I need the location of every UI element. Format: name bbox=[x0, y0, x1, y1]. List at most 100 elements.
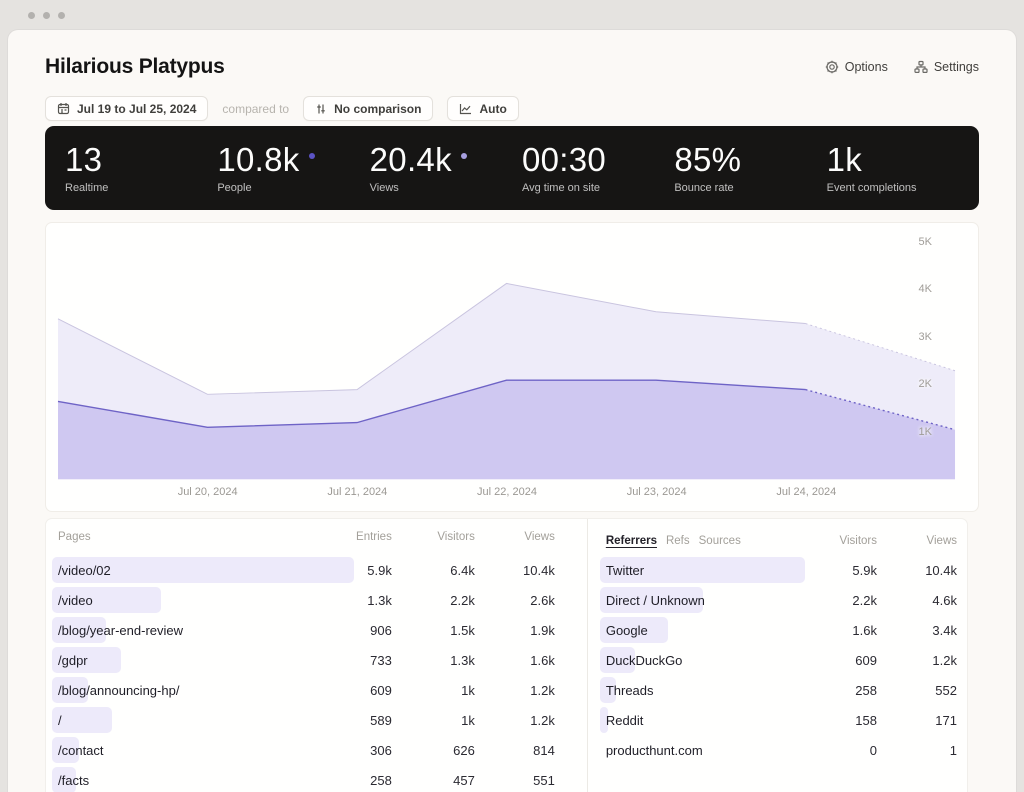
row-value-bar bbox=[52, 587, 161, 613]
visitors-line-projection bbox=[805, 388, 956, 431]
table-row[interactable]: Twitter 5.9k 10.4k bbox=[599, 555, 957, 585]
table-row[interactable]: /facts 258 457 551 bbox=[52, 765, 555, 792]
stat-label: Event completions bbox=[826, 181, 917, 194]
y-axis-label: 5K bbox=[918, 235, 932, 248]
views-value: 1 bbox=[949, 742, 957, 758]
stat-label: Realtime bbox=[65, 181, 109, 194]
visitors-value: 0 bbox=[869, 742, 877, 758]
page-label: /blog/year-end-review bbox=[58, 622, 184, 638]
row-value-bar bbox=[599, 587, 703, 613]
table-row[interactable]: /gdpr 733 1.3k 1.6k bbox=[52, 645, 555, 675]
page-label: /blog/announcing-hp/ bbox=[58, 682, 180, 698]
window-dot bbox=[28, 11, 35, 19]
row-value-bar bbox=[52, 767, 76, 792]
entries-value: 5.9k bbox=[367, 562, 392, 578]
options-label: Options bbox=[844, 60, 888, 74]
options-button[interactable]: Options bbox=[825, 60, 888, 74]
comparison-button[interactable]: No comparison bbox=[303, 96, 434, 121]
table-row[interactable]: Threads 258 552 bbox=[599, 675, 957, 705]
y-axis-label: 4K bbox=[918, 283, 932, 295]
stat-value: 10.8k bbox=[217, 140, 300, 178]
traffic-chart bbox=[57, 282, 956, 480]
table-row[interactable]: / 589 1k 1.2k bbox=[52, 705, 555, 735]
visitors-value: 1.6k bbox=[852, 622, 877, 638]
table-row[interactable]: Direct / Unknown 2.2k 4.6k bbox=[599, 585, 957, 615]
window-dot bbox=[58, 11, 65, 19]
page-label: /video/02 bbox=[58, 562, 111, 578]
y-axis-label: 2K bbox=[918, 378, 932, 390]
row-value-bar bbox=[599, 557, 805, 583]
views-value: 1.2k bbox=[932, 652, 957, 668]
stat-people: 10.8k People bbox=[217, 140, 369, 194]
visitors-value: 2.2k bbox=[450, 592, 475, 608]
row-value-bar bbox=[52, 647, 121, 673]
stat-label: People bbox=[217, 181, 252, 194]
column-header-views: Views bbox=[926, 535, 957, 547]
table-row[interactable]: Google 1.6k 3.4k bbox=[599, 615, 957, 645]
x-axis-label: Jul 20, 2024 bbox=[177, 486, 238, 498]
date-range-button[interactable]: Jul 19 to Jul 25, 2024 bbox=[45, 96, 209, 121]
views-line bbox=[57, 282, 806, 395]
stat-label: Bounce rate bbox=[674, 181, 734, 194]
row-value-bar bbox=[52, 557, 354, 583]
stat-event-completions: 1k Event completions bbox=[826, 140, 979, 194]
row-value-bar bbox=[52, 707, 112, 733]
views-value: 1.2k bbox=[530, 712, 555, 728]
views-value: 1.9k bbox=[530, 622, 555, 638]
settings-button[interactable]: Settings bbox=[914, 60, 979, 74]
x-axis-label: Jul 22, 2024 bbox=[477, 486, 537, 498]
stat-label: Avg time on site bbox=[521, 181, 601, 194]
views-value: 814 bbox=[533, 742, 555, 758]
visitors-value: 5.9k bbox=[852, 562, 877, 578]
views-value: 2.6k bbox=[530, 592, 555, 608]
y-axis-label: 3K bbox=[918, 330, 932, 343]
visitors-value: 1k bbox=[461, 682, 475, 698]
entries-value: 258 bbox=[370, 772, 392, 788]
stat-bounce-rate: 85% Bounce rate bbox=[674, 140, 826, 194]
column-header-views: Views bbox=[524, 531, 555, 543]
table-row[interactable]: /video/02 5.9k 6.4k 10.4k bbox=[52, 555, 555, 585]
row-value-bar bbox=[599, 677, 616, 703]
chart-type-button[interactable]: Auto bbox=[447, 96, 519, 121]
stat-value: 85% bbox=[674, 140, 742, 178]
table-row[interactable]: DuckDuckGo 609 1.2k bbox=[599, 645, 957, 675]
stat-realtime: 13 Realtime bbox=[65, 142, 217, 194]
table-row[interactable]: Reddit 158 171 bbox=[599, 705, 957, 735]
x-axis-label: Jul 23, 2024 bbox=[626, 486, 687, 498]
stat-value: 00:30 bbox=[521, 140, 607, 178]
visitors-value: 2.2k bbox=[852, 592, 877, 608]
calendar-icon bbox=[57, 103, 70, 115]
stat-value: 20.4k bbox=[369, 140, 452, 178]
views-value: 3.4k bbox=[932, 622, 957, 638]
window-titlebar bbox=[0, 0, 1024, 30]
visitors-value: 457 bbox=[453, 772, 475, 788]
referrer-label: DuckDuckGo bbox=[605, 652, 683, 668]
table-row[interactable]: /blog/announcing-hp/609 1k 1.2k bbox=[52, 675, 555, 705]
tab-referrers[interactable]: Referrers bbox=[605, 535, 657, 547]
table-row[interactable]: producthunt.com 0 1 bbox=[606, 735, 957, 765]
stat-avg-time-on-site: 00:30 Avg time on site bbox=[521, 140, 674, 194]
views-value: 171 bbox=[935, 712, 957, 728]
stat-value: 1k bbox=[826, 140, 863, 178]
stat-label: Views bbox=[369, 181, 399, 194]
table-row[interactable]: /blog/year-end-review 906 1.5k 1.9k bbox=[52, 615, 555, 645]
settings-label: Settings bbox=[933, 60, 979, 74]
visitors-value: 158 bbox=[855, 712, 877, 728]
table-row[interactable]: /video 1.3k 2.2k 2.6k bbox=[52, 585, 555, 615]
row-value-bar bbox=[599, 617, 668, 643]
visitors-value: 6.4k bbox=[450, 562, 475, 578]
pages-table: Pages Entries Visitors Views /video/02 5.… bbox=[46, 519, 587, 792]
tab-sources[interactable]: Sources bbox=[698, 535, 741, 547]
table-row[interactable]: /contact 306 626 814 bbox=[52, 735, 555, 765]
y-axis-label: 1K bbox=[918, 425, 932, 438]
stat-views: 20.4k Views bbox=[369, 140, 522, 194]
entries-value: 589 bbox=[370, 712, 392, 728]
views-line-projection bbox=[805, 323, 956, 372]
page-label: /video bbox=[58, 592, 93, 608]
page-label: /contact bbox=[58, 742, 104, 758]
sliders-icon bbox=[317, 104, 325, 113]
tab-refs[interactable]: Refs bbox=[665, 535, 690, 547]
comparison-label: No comparison bbox=[334, 101, 422, 116]
visitors-line bbox=[57, 379, 806, 429]
chart-panel: 1K 2K 3K 4K 5K Jul 20, 2024 Jul 21, 2024 Jul 2… bbox=[45, 222, 979, 512]
